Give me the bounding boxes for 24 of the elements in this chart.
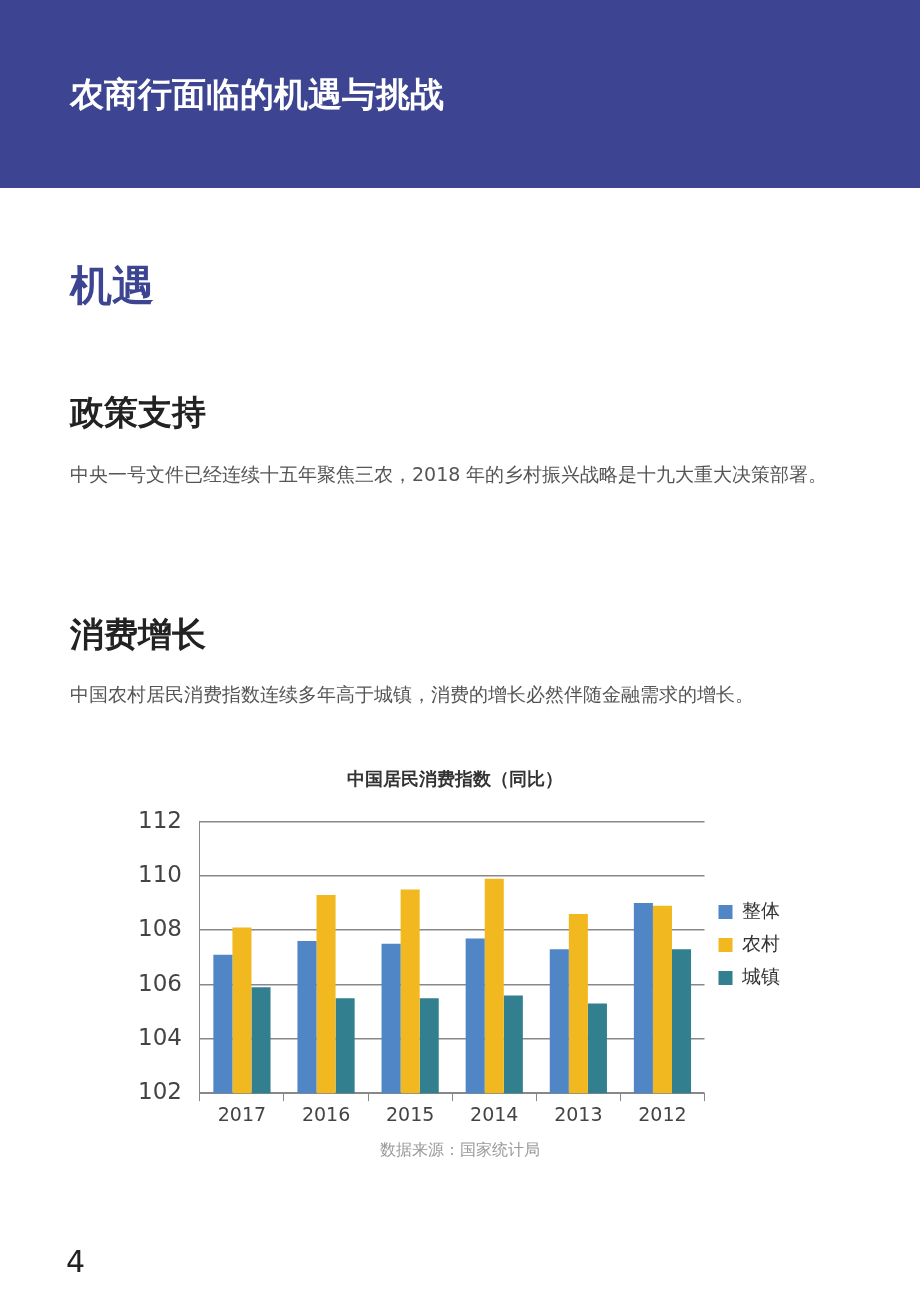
text: 机遇 [70,260,154,312]
legend-label: 城镇 [741,964,780,987]
text: 中国农村居民消费指数连续多年高于城镇，消费的增长必然伴随金融需求的增长。 [70,682,755,707]
text: 中央一号文件已经连续十五年聚焦三农，2018 年的乡村振兴战略是十九大重大决策部署。 [70,462,829,487]
legend-label: 农村 [742,931,780,954]
text: 4 [66,1244,86,1279]
y-tick-label: 110 [137,860,182,887]
y-tick-label: 104 [137,1023,182,1050]
source-note: 数据来源：国家统计局 [379,1140,541,1161]
y-tick-label: 102 [137,1078,182,1105]
legend-label: 整体 [742,898,780,921]
chart-title: 中国居民消费指数（同比） [347,768,563,790]
text: 农商行面临的机遇与挑战 [0,0,920,188]
x-tick-label: 2014 [470,1102,519,1125]
x-tick-label: 2015 [385,1102,435,1125]
x-tick-label: 2012 [638,1102,687,1125]
y-tick-label: 112 [137,806,182,833]
x-tick-label: 2016 [301,1102,351,1125]
text: 消费增长 [70,613,206,656]
x-tick-label: 2013 [554,1102,603,1125]
text: 政策支持 [70,391,206,434]
y-tick-label: 108 [137,915,182,942]
y-tick-label: 106 [137,969,182,996]
x-tick-label: 2017 [217,1102,267,1125]
